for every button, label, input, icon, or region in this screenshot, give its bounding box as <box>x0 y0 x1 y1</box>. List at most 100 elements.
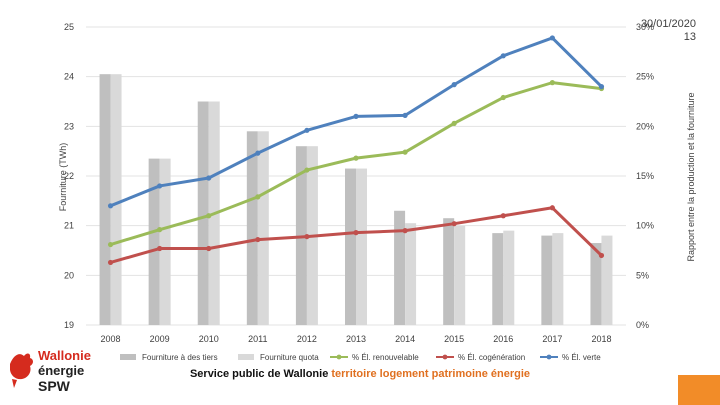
x-axis-ticks: 2008 2009 2010 2011 2012 2013 2014 2015 2016 2017… <box>101 334 612 344</box>
point-renouvelable <box>107 241 114 248</box>
y-tick-label: 22 <box>64 171 74 181</box>
y-tick-label: 23 <box>64 121 74 131</box>
x-tick-label: 2008 <box>101 334 121 344</box>
bar-series <box>99 74 613 325</box>
y-tick-label: 20 <box>64 270 74 280</box>
y-axis-ticks: 19 20 21 22 23 24 25 <box>64 22 74 330</box>
point-cogeneration <box>353 230 359 236</box>
bar-quota <box>454 225 466 325</box>
x-tick-label: 2015 <box>444 334 464 344</box>
point-verte <box>549 35 555 41</box>
point-renouvelable <box>500 94 506 101</box>
bar-quota <box>356 168 367 325</box>
bar-quota <box>405 223 417 325</box>
legend: Fourniture à des tiers Fourniture quota % … <box>120 353 601 362</box>
y2-tick-label: 5% <box>636 270 649 280</box>
point-renouvelable <box>353 155 359 161</box>
legend-swatch <box>238 354 254 360</box>
x-tick-label: 2012 <box>297 334 317 344</box>
y-tick-label: 21 <box>64 221 74 231</box>
legend-label: Fourniture quota <box>260 353 319 362</box>
bar-quota <box>552 233 564 325</box>
x-tick-label: 2009 <box>150 334 170 344</box>
point-renouvelable <box>451 120 457 126</box>
point-verte <box>206 175 212 181</box>
x-tick-label: 2018 <box>591 334 611 344</box>
y2-tick-label: 20% <box>636 121 654 131</box>
footer-org: Service public de Wallonie <box>189 368 329 380</box>
point-cogeneration <box>451 221 457 227</box>
x-tick-label: 2010 <box>199 334 219 344</box>
y2-tick-label: 25% <box>636 72 654 82</box>
y2-tick-label: 30% <box>636 22 654 32</box>
logo-line-2: énergie <box>38 363 84 378</box>
bar-tiers <box>345 168 356 325</box>
point-verte <box>500 53 506 59</box>
bar-tiers <box>443 218 455 325</box>
y2-axis-ticks: 0% 5% 10% 15% 20% 25% 30% <box>636 22 654 330</box>
x-tick-label: 2017 <box>542 334 562 344</box>
point-verte <box>353 113 359 119</box>
point-cogeneration <box>500 213 506 219</box>
point-cogeneration <box>402 228 408 234</box>
bar-tiers <box>541 235 553 325</box>
point-renouvelable <box>549 80 555 86</box>
page-number: 13 <box>683 31 696 43</box>
rooster-icon <box>10 353 33 388</box>
y-axis-title: Fourniture (TWh) <box>58 143 68 212</box>
x-tick-label: 2014 <box>395 334 415 344</box>
y2-tick-label: 15% <box>636 171 654 181</box>
footer-themes: territoire logement patrimoine énergie <box>331 368 531 380</box>
legend-marker <box>442 354 448 360</box>
bar-tiers <box>148 158 160 325</box>
date-text: 30/01/2020 <box>640 18 696 30</box>
point-renouvelable <box>402 149 408 155</box>
point-cogeneration <box>157 245 163 252</box>
point-cogeneration <box>549 205 555 211</box>
x-tick-label: 2011 <box>248 334 267 344</box>
legend-label: % Él. cogénération <box>458 353 525 362</box>
corner-accent <box>678 375 720 405</box>
bar-tiers <box>394 210 406 325</box>
y-tick-label: 19 <box>64 320 74 330</box>
point-verte <box>402 112 408 119</box>
point-cogeneration <box>304 233 310 240</box>
y2-tick-label: 0% <box>636 320 649 330</box>
bar-tiers <box>197 101 209 325</box>
legend-label: Fourniture à des tiers <box>142 353 218 362</box>
point-renouvelable <box>304 167 310 173</box>
logo-line-1: Wallonie <box>38 348 91 363</box>
legend-marker <box>546 354 552 360</box>
bar-tiers <box>492 233 504 325</box>
point-renouvelable <box>157 227 163 233</box>
spw-logo: Wallonie énergie SPW <box>10 348 91 394</box>
point-cogeneration <box>255 236 261 243</box>
line-series <box>107 35 605 266</box>
x-tick-label: 2013 <box>346 334 366 344</box>
point-cogeneration <box>206 245 212 252</box>
y-tick-label: 24 <box>64 72 74 82</box>
point-renouvelable <box>255 194 261 200</box>
footer: Service public de Wallonie territoire lo… <box>0 368 720 380</box>
point-verte <box>451 82 457 88</box>
point-verte <box>255 150 261 156</box>
point-renouvelable <box>206 213 212 219</box>
legend-marker <box>336 354 342 360</box>
point-verte <box>598 84 605 90</box>
bar-tiers <box>590 243 602 325</box>
y2-axis-title: Rapport entre la production et la fourni… <box>686 92 696 261</box>
point-verte <box>304 127 310 133</box>
y2-tick-label: 10% <box>636 221 654 231</box>
bar-tiers <box>99 74 111 325</box>
legend-swatch <box>120 354 136 360</box>
y-tick-label: 25 <box>64 22 74 32</box>
bar-quota <box>257 131 269 325</box>
legend-label: % Él. renouvelable <box>352 353 419 362</box>
point-cogeneration <box>598 252 605 259</box>
point-verte <box>107 203 114 209</box>
bar-tiers <box>246 131 258 325</box>
bar-quota <box>159 158 171 325</box>
logo-line-3: SPW <box>38 378 71 394</box>
point-verte <box>157 183 163 189</box>
